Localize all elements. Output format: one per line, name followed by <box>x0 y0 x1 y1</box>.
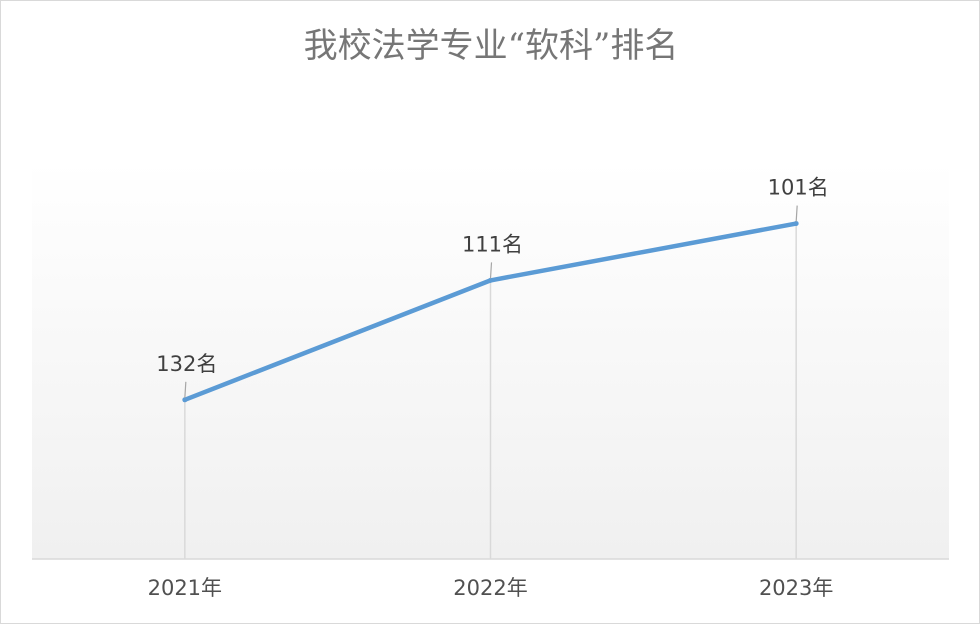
x-axis-tick-labels: 2021年 2022年 2023年 <box>148 576 834 600</box>
data-label: 132名 <box>156 352 217 376</box>
data-labels: 132名 111名 101名 <box>156 176 829 398</box>
drop-lines <box>184 223 797 559</box>
x-tick-label: 2022年 <box>453 576 527 600</box>
data-point <box>182 397 188 403</box>
data-point <box>793 221 799 227</box>
chart-title: 我校法学专业“软科”排名 <box>304 26 679 66</box>
x-tick-label: 2021年 <box>148 576 222 600</box>
series-ranking <box>182 221 799 403</box>
x-tick-label: 2023年 <box>759 576 833 600</box>
data-point <box>488 277 493 283</box>
data-label-leader-line <box>184 381 187 398</box>
data-label-leader-line <box>795 205 798 222</box>
data-label: 101名 <box>768 176 829 200</box>
data-label-leader-line <box>489 262 493 279</box>
data-label: 111名 <box>462 232 523 256</box>
